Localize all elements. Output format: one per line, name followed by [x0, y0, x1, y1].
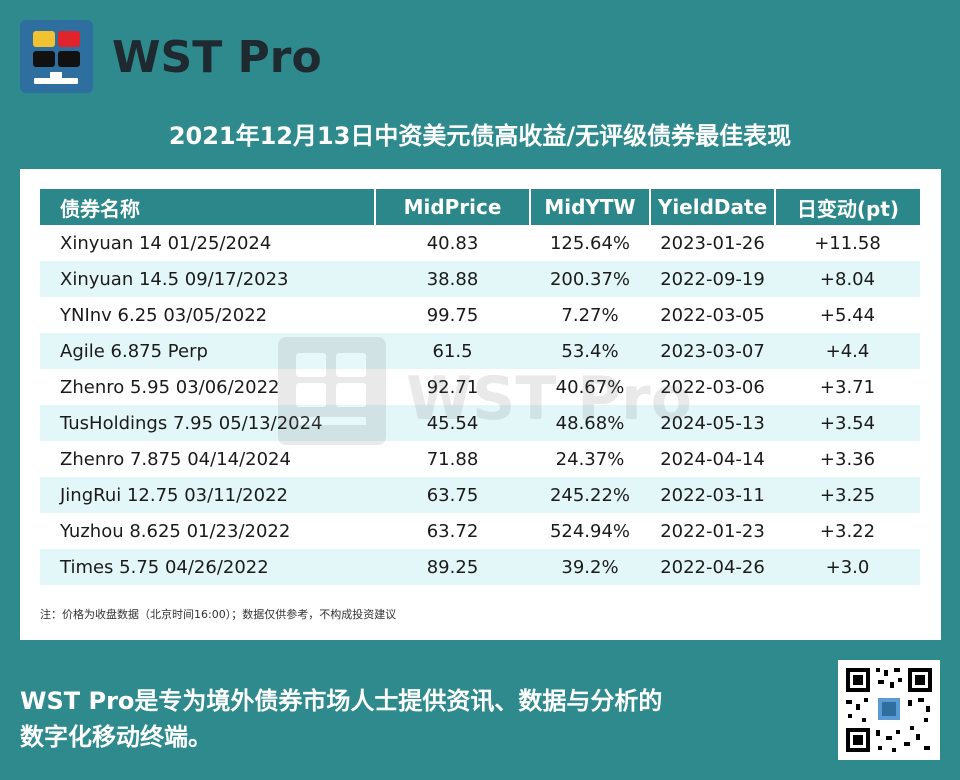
header-yield-date: YieldDate: [650, 189, 776, 225]
yield-date-cell: 2022-09-19: [650, 261, 775, 297]
disclaimer-note: 注：价格为收盘数据（北京时间16:00）；数据仅供参考，不构成投资建议: [40, 608, 397, 621]
mid-ytw-cell: 200.37%: [530, 261, 650, 297]
mid-ytw-cell: 245.22%: [530, 477, 650, 513]
yield-date-cell: 2024-05-13: [650, 405, 775, 441]
bond-name-cell: Agile 6.875 Perp: [40, 333, 375, 369]
header-mid-price: MidPrice: [375, 189, 531, 225]
daily-change-cell: +3.36: [819, 448, 876, 470]
mid-ytw-cell: 48.68%: [530, 405, 650, 441]
table-row: JingRui 12.75 03/11/2022 63.75 245.22% 2…: [40, 477, 920, 513]
daily-change-cell: +3.71: [819, 376, 876, 398]
header-daily-change: 日变动(pt): [775, 189, 920, 225]
mid-ytw-cell: 24.37%: [555, 448, 625, 470]
yield-date-cell: 2022-03-11: [650, 477, 775, 513]
table-row: Zhenro 7.875 04/14/2024 71.88 24.37% 202…: [40, 441, 920, 477]
brand-logo-icon: [20, 20, 93, 93]
mid-price-cell: 61.5: [375, 333, 530, 369]
yield-date-cell: 2023-03-07: [650, 333, 775, 369]
page-title: 2021年12月13日中资美元债高收益/无评级债券最佳表现: [168, 122, 792, 150]
bond-name-cell: TusHoldings 7.95 05/13/2024: [40, 405, 375, 441]
footer-line-2: 数字化移动终端。: [20, 723, 212, 751]
mid-ytw-cell: 7.27%: [561, 304, 619, 326]
mid-price-cell: 38.88: [375, 261, 530, 297]
table-row: TusHoldings 7.95 05/13/2024 45.54 48.68%…: [40, 405, 920, 441]
mid-price-cell: 45.54: [375, 405, 530, 441]
table-row: Xinyuan 14 01/25/2024 40.83 125.64% 2023…: [40, 225, 920, 261]
daily-change-cell: +3.22: [819, 520, 876, 542]
footer-tagline: WST Pro是专为境外债券市场人士提供资讯、数据与分析的 数字化移动终端。: [20, 683, 780, 755]
mid-price-cell: 71.88: [426, 448, 479, 470]
daily-change-cell: +3.25: [775, 477, 920, 513]
mid-ytw-cell: 40.67%: [555, 376, 625, 398]
table-panel: 债券名称 MidPrice MidYTW YieldDate 日变动(pt) X…: [20, 169, 941, 640]
logo-yellow-square: [33, 31, 55, 47]
bond-name-cell: Yuzhou 8.625 01/23/2022: [60, 520, 291, 542]
header-bond-name: 债券名称: [40, 189, 376, 225]
bond-name-cell: Xinyuan 14.5 09/17/2023: [40, 261, 375, 297]
yield-date-cell: 2022-01-23: [660, 520, 765, 542]
logo-base: [34, 78, 78, 84]
logo-black-square-left: [33, 51, 55, 67]
daily-change-cell: +11.58: [814, 232, 881, 254]
logo-stand: [50, 72, 62, 78]
daily-change-cell: +5.44: [819, 304, 876, 326]
bond-name-cell: Zhenro 7.875 04/14/2024: [60, 448, 291, 470]
mid-ytw-cell: 39.2%: [530, 549, 650, 585]
yield-date-cell: 2024-04-14: [660, 448, 765, 470]
table-header-row: 债券名称 MidPrice MidYTW YieldDate 日变动(pt): [40, 189, 920, 225]
mid-price-cell: 89.25: [375, 549, 530, 585]
yield-date-cell: 2022-04-26: [650, 549, 775, 585]
daily-change-cell: +3.0: [775, 549, 920, 585]
table-row: Yuzhou 8.625 01/23/2022 63.72 524.94% 20…: [40, 513, 920, 549]
table-row: Agile 6.875 Perp 61.5 53.4% 2023-03-07 +…: [40, 333, 920, 369]
daily-change-cell: +3.54: [775, 405, 920, 441]
mid-price-cell: 92.71: [426, 376, 479, 398]
yield-date-cell: 2022-03-06: [660, 376, 765, 398]
bond-table: 债券名称 MidPrice MidYTW YieldDate 日变动(pt) X…: [40, 189, 920, 585]
yield-date-cell: 2022-03-05: [660, 304, 765, 326]
bond-name-cell: YNInv 6.25 03/05/2022: [60, 304, 268, 326]
mid-ytw-cell: 125.64%: [549, 232, 631, 254]
qr-code-icon[interactable]: [838, 660, 940, 760]
table-row: Xinyuan 14.5 09/17/2023 38.88 200.37% 20…: [40, 261, 920, 297]
mid-ytw-cell: 524.94%: [549, 520, 631, 542]
daily-change-cell: +8.04: [775, 261, 920, 297]
logo-red-square: [58, 31, 80, 47]
mid-price-cell: 99.75: [426, 304, 479, 326]
mid-price-cell: 63.72: [426, 520, 479, 542]
daily-change-cell: +4.4: [775, 333, 920, 369]
bond-name-cell: Zhenro 5.95 03/06/2022: [60, 376, 280, 398]
bond-name-cell: Times 5.75 04/26/2022: [40, 549, 375, 585]
table-row: YNInv 6.25 03/05/2022 99.75 7.27% 2022-0…: [40, 297, 920, 333]
table-row: Zhenro 5.95 03/06/2022 92.71 40.67% 2022…: [40, 369, 920, 405]
logo-black-square-right: [58, 51, 80, 67]
brand-name: WST Pro: [112, 32, 322, 83]
qr-code-graphic: [838, 660, 940, 760]
mid-price-cell: 63.75: [375, 477, 530, 513]
header-mid-ytw: MidYTW: [530, 189, 651, 225]
mid-ytw-cell: 53.4%: [530, 333, 650, 369]
bond-name-cell: JingRui 12.75 03/11/2022: [40, 477, 375, 513]
footer-line-1: WST Pro是专为境外债券市场人士提供资讯、数据与分析的: [20, 687, 663, 715]
mid-price-cell: 40.83: [426, 232, 479, 254]
yield-date-cell: 2023-01-26: [660, 232, 765, 254]
bond-name-cell: Xinyuan 14 01/25/2024: [60, 232, 272, 254]
table-row: Times 5.75 04/26/2022 89.25 39.2% 2022-0…: [40, 549, 920, 585]
